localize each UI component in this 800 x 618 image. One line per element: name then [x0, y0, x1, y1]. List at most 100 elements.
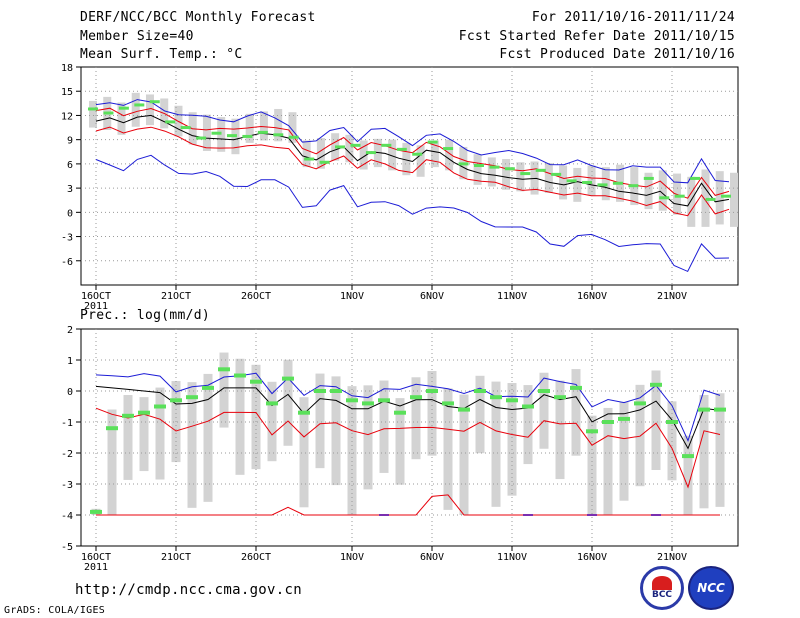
temp-ensemble-marker	[582, 180, 593, 184]
temp-ensemble-marker	[273, 133, 284, 137]
temp-ensemble-box	[730, 172, 738, 227]
precip-ensemble-marker	[458, 407, 470, 412]
temp-ensemble-marker	[335, 145, 346, 149]
temp-ensemble-marker	[118, 106, 129, 110]
temp-ensemble-box	[516, 162, 525, 192]
temp-ensemble-marker	[520, 172, 531, 176]
temp-ensemble-box	[473, 154, 482, 185]
precip-ensemble-marker	[346, 398, 358, 403]
precip-ensemble-box	[187, 382, 197, 508]
temp-y-tick-label: 9	[67, 136, 73, 147]
precip-ensemble-marker	[634, 401, 646, 406]
precip-ensemble-marker	[154, 404, 166, 409]
precip-ensemble-box	[523, 385, 533, 465]
precip-ensemble-box	[619, 401, 629, 501]
precip-ensemble-box	[475, 375, 485, 454]
temp-ensemble-marker	[412, 152, 423, 156]
temp-ensemble-marker	[134, 103, 145, 107]
precip-ensemble-marker	[330, 389, 342, 393]
precip-ensemble-marker	[234, 373, 246, 378]
precip-ensemble-marker	[666, 420, 678, 424]
precip-y-tick-label: -5	[61, 542, 73, 553]
temp-ensemble-marker	[721, 194, 731, 198]
temp-frame	[80, 66, 739, 286]
precip-y-tick-label: -4	[61, 511, 73, 522]
temp-ensemble-marker	[566, 179, 577, 183]
precip-ensemble-marker	[90, 509, 102, 514]
precip-blue-upper	[95, 372, 721, 442]
temp-ensemble-marker	[180, 126, 191, 130]
temp-x-tick-label: 21NOV	[657, 291, 687, 302]
precip-ensemble-box	[411, 377, 421, 460]
member-size-label: Member Size=40	[80, 29, 194, 44]
precip-ensemble-marker	[570, 385, 582, 390]
precip-ensemble-box	[699, 394, 709, 509]
footer-url[interactable]: http://cmdp.ncc.cma.gov.cn	[75, 582, 302, 598]
temp-ensemble-marker	[643, 176, 654, 180]
temp-ensemble-box	[274, 108, 283, 142]
precip-ensemble-marker	[170, 398, 182, 403]
temp-ensemble-marker	[674, 194, 685, 198]
precip-x-tick-label: 1NOV	[340, 552, 364, 563]
precip-ensemble-box	[155, 387, 165, 480]
precip-ensemble-marker	[474, 389, 486, 393]
precip-ensemble-marker	[650, 382, 662, 387]
precip-year-label: 2011	[84, 562, 108, 573]
precip-ensemble-box	[251, 364, 261, 470]
temp-ensemble-marker	[489, 165, 500, 169]
precip-ensemble-marker	[218, 367, 230, 372]
temp-ensemble-marker	[242, 134, 253, 138]
temp-y-tick-label: 6	[67, 160, 73, 171]
temp-ensemble-marker	[473, 164, 484, 168]
precip-ensemble-marker	[410, 395, 422, 400]
precip-ensemble-marker	[522, 404, 534, 409]
precip-min-marker	[379, 514, 389, 516]
precip-ensemble-box	[539, 372, 549, 449]
precip-ensemble-box	[379, 380, 389, 473]
precip-mean-line	[95, 385, 721, 450]
temp-ensemble-box	[131, 92, 140, 127]
precip-x-tick-label: 11NOV	[497, 552, 527, 563]
precip-ensemble-box	[139, 397, 149, 472]
temp-ensemble-box	[245, 113, 254, 143]
temp-y-tick-label: 3	[67, 184, 73, 195]
temp-panel: 16OCT 21OCT 26OCT 1NOV 6NOV 11NOV 16NOV 21NOV 20…	[61, 63, 739, 312]
precip-ensemble-marker	[202, 385, 214, 390]
temp-x-tick-label: 26OCT	[241, 291, 271, 302]
bcc-logo-text: BCC	[651, 590, 673, 600]
precip-y-tick-label: 2	[67, 325, 73, 336]
temp-y-tick-label: 12	[61, 111, 73, 122]
forecast-period-label: For 2011/10/16-2011/11/24	[531, 10, 735, 25]
precip-x-tick-label: 6NOV	[420, 552, 444, 563]
precip-y-tick-label: -2	[61, 449, 73, 460]
temp-ensemble-box	[388, 139, 397, 171]
precip-ensemble-box	[363, 385, 373, 490]
chart-title: DERF/NCC/BCC Monthly Forecast	[80, 10, 316, 25]
temp-ensemble-box	[502, 159, 511, 190]
temp-ensemble-marker	[443, 147, 454, 151]
temp-ensemble-marker	[319, 160, 330, 164]
precip-x-tick-label: 21NOV	[657, 552, 687, 563]
precip-min-marker	[651, 514, 661, 516]
temp-ensemble-box	[402, 142, 411, 176]
produced-date-label: Fcst Produced Date 2011/10/16	[499, 47, 735, 62]
precip-ensemble-box	[651, 370, 661, 470]
precip-ensemble-marker	[314, 389, 326, 393]
temp-ensemble-marker	[597, 183, 608, 187]
temp-ensemble-box	[288, 112, 297, 143]
precip-ensemble-marker	[250, 379, 262, 384]
bcc-logo: BCC	[640, 566, 684, 610]
temp-ensemble-marker	[381, 143, 392, 147]
precip-y-tick-label: 0	[67, 387, 73, 398]
precip-ensemble-box	[395, 398, 405, 485]
precip-ensemble-marker	[266, 401, 278, 406]
temp-ensemble-box	[658, 170, 667, 211]
temp-ensemble-box	[302, 140, 311, 168]
precip-ensemble-box	[667, 401, 677, 481]
temp-ensemble-box	[701, 169, 710, 227]
precip-red-upper	[95, 407, 721, 489]
temp-ensemble-box	[416, 145, 425, 177]
precip-x-tick-label: 16NOV	[577, 552, 607, 563]
precip-ensemble-marker	[122, 413, 134, 418]
temp-ensemble-box	[687, 176, 696, 227]
